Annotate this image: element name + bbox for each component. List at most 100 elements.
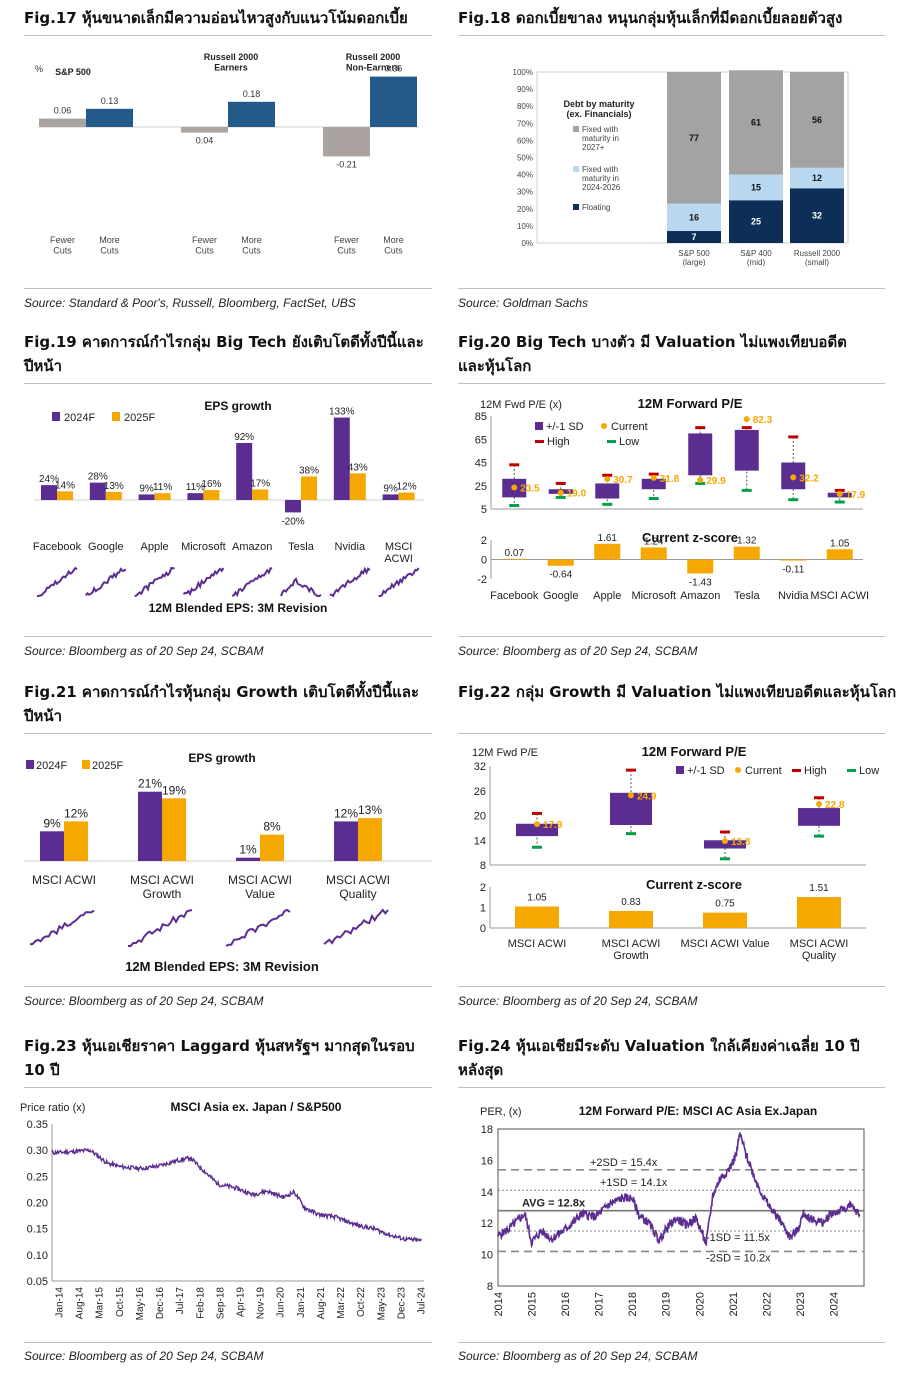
fig22-current-point	[816, 800, 822, 807]
fig22-legend-sd-line: +/-1 SD	[687, 765, 725, 777]
fig21-value-label-line: 13%	[358, 803, 382, 817]
fig20-zscore-ytick: 0	[481, 555, 487, 567]
fig19-value-label-line: 28%	[88, 472, 108, 483]
fig19-legend-swatch	[112, 412, 120, 421]
fig19-category-label-line: Google	[88, 541, 123, 553]
fig20-category-label-line: Nvidia	[778, 590, 809, 602]
fig20-source-rule	[458, 636, 885, 637]
fig22-source: Source: Bloomberg as of 20 Sep 24, SCBAM	[458, 994, 698, 1008]
fig19-chart-title-line: EPS growth	[204, 399, 271, 413]
fig20-zscore-label: -0.64	[549, 570, 572, 581]
fig20-ytick-label-line: 25	[475, 481, 487, 493]
fig24-title-line2: หลังสุด	[458, 1061, 504, 1079]
fig23-xtick-label: Jul-24	[417, 1287, 428, 1315]
fig18-segment-label-line: 7	[691, 232, 696, 242]
fig22-zscore-label-line: 0.75	[715, 899, 735, 910]
fig20-ytick-label-line: 5	[481, 504, 487, 516]
fig20-current-point	[697, 477, 704, 484]
fig19-bar	[398, 492, 415, 500]
fig20-chart-title-line: 12M Forward P/E	[638, 396, 743, 411]
fig19-value-label: 12%	[397, 482, 417, 493]
fig18-ytick-label-line: 100%	[513, 68, 533, 77]
fig21-value-label: 21%	[138, 777, 162, 791]
fig23-ytick-label-line: 0.25	[27, 1171, 48, 1183]
fig22-current-label: 24.9	[637, 791, 657, 802]
fig21-value-label-line: 12%	[64, 806, 88, 820]
fig21-sparkline	[323, 908, 389, 945]
fig20-current-label-line: 17.9	[846, 490, 866, 501]
fig20-zscore-bar	[733, 546, 760, 560]
fig17-category-label: More Cuts	[241, 235, 262, 255]
fig18-legend-label: Fixed with maturity in 2024-2026	[582, 165, 621, 192]
fig20-zscore-label-line: -1.43	[689, 577, 712, 588]
fig18-category-label: S&P 400 (mid)	[740, 249, 772, 267]
fig24-xtick-label: 2019	[661, 1292, 673, 1316]
fig19-value-label: 38%	[299, 465, 319, 476]
fig18-segment-label-line: 32	[812, 211, 822, 221]
fig21-value-label: 12%	[64, 806, 88, 820]
fig19-legend-label-line: 2025F	[124, 412, 155, 424]
fig20-category-label: MSCI ACWI	[810, 590, 869, 602]
fig20-sd-box	[641, 478, 666, 490]
fig20-zscore-bar	[547, 559, 574, 566]
fig19-value-label: 13%	[104, 481, 124, 492]
fig24-reference-label: +1SD = 14.1x	[600, 1177, 668, 1189]
fig17-source-rule	[24, 288, 432, 289]
fig17-unit-label-line: %	[35, 64, 43, 74]
fig22-chart-title-line: 12M Forward P/E	[642, 744, 747, 759]
fig19-sparkline	[280, 577, 322, 597]
fig22-category-label: MSCI ACWI Growth	[602, 938, 661, 962]
fig20-current-label-line: 29.9	[706, 476, 726, 487]
fig24-reference-label-line: AVG = 12.8x	[522, 1198, 586, 1210]
fig23-ytick-label: 0.05	[27, 1276, 48, 1288]
fig23-ytick-label-line: 0.10	[27, 1250, 48, 1262]
fig18-segment-label: 25	[751, 217, 761, 227]
fig18-ytick-label: 50%	[517, 154, 533, 163]
fig18-ytick-label: 100%	[513, 68, 533, 77]
fig19-source-rule	[24, 636, 432, 637]
fig22-low-marker	[532, 845, 542, 849]
fig18-legend-swatch	[573, 204, 579, 210]
fig23-xtick-label: Jun-20	[276, 1287, 287, 1318]
fig17-category-label-line: More	[383, 235, 404, 245]
fig19-value-label: 92%	[234, 432, 254, 443]
fig18-segment-label-line: 77	[689, 133, 699, 143]
fig18-ytick-label: 10%	[517, 222, 533, 231]
fig23-xtick-label: Aug-14	[75, 1287, 86, 1320]
fig20-zscore-label: -1.43	[689, 577, 712, 588]
fig23-ytick-label-line: 0.20	[27, 1198, 48, 1210]
fig24-chart-title: 12M Forward P/E: MSCI AC Asia Ex.Japan	[579, 1104, 818, 1118]
fig23-ytick-label-line: 0.05	[27, 1276, 48, 1288]
fig21-title-line2: ปีหน้า	[24, 707, 63, 725]
fig24-ytick-label: 14	[481, 1187, 493, 1199]
fig18-bar-segment	[729, 70, 783, 175]
fig21-bar	[260, 834, 284, 861]
fig19-category-label: Tesla	[288, 541, 315, 553]
fig20-legend-sd-swatch	[535, 422, 543, 430]
fig20-zscore-ytick: -2	[477, 574, 487, 586]
fig17-category-label: Fewer Cuts	[192, 235, 217, 255]
fig22-ytick-label-line: 32	[474, 761, 486, 773]
fig19-title-rule	[24, 383, 432, 384]
fig22-category-label: MSCI ACWI Value	[680, 938, 769, 950]
fig22-current-label-line: 17.9	[543, 820, 563, 831]
fig21-bar	[236, 857, 260, 861]
fig20-legend-low-swatch	[607, 440, 616, 443]
fig19-value-label-line: 43%	[348, 462, 368, 473]
fig22-legend-high-line: High	[804, 765, 827, 777]
fig22-zscore-label: 0.83	[621, 897, 641, 908]
fig20-zscore-bar	[780, 559, 807, 561]
fig19-value-label: -20%	[281, 516, 304, 527]
fig19-sparkline	[182, 567, 225, 597]
fig19-category-label: Google	[88, 541, 123, 553]
fig20-ylabel-line: 12M Fwd P/E (x)	[480, 399, 562, 411]
fig23-xtick-label: Sep-18	[215, 1287, 226, 1320]
fig17-category-label-line: More	[241, 235, 262, 245]
fig20-zscore-label: 1.32	[737, 536, 757, 547]
fig19-value-label-line: 133%	[329, 407, 355, 418]
fig24-title-line1: Fig.24 หุ้นเอเชียมีระดับ Valuation ใกล้เ…	[458, 1037, 860, 1055]
fig22-category-label-line: MSCI ACWI	[508, 938, 567, 950]
fig24-reference-label-line: -1SD = 11.5x	[706, 1232, 770, 1244]
fig18-segment-label: 7	[691, 232, 696, 242]
